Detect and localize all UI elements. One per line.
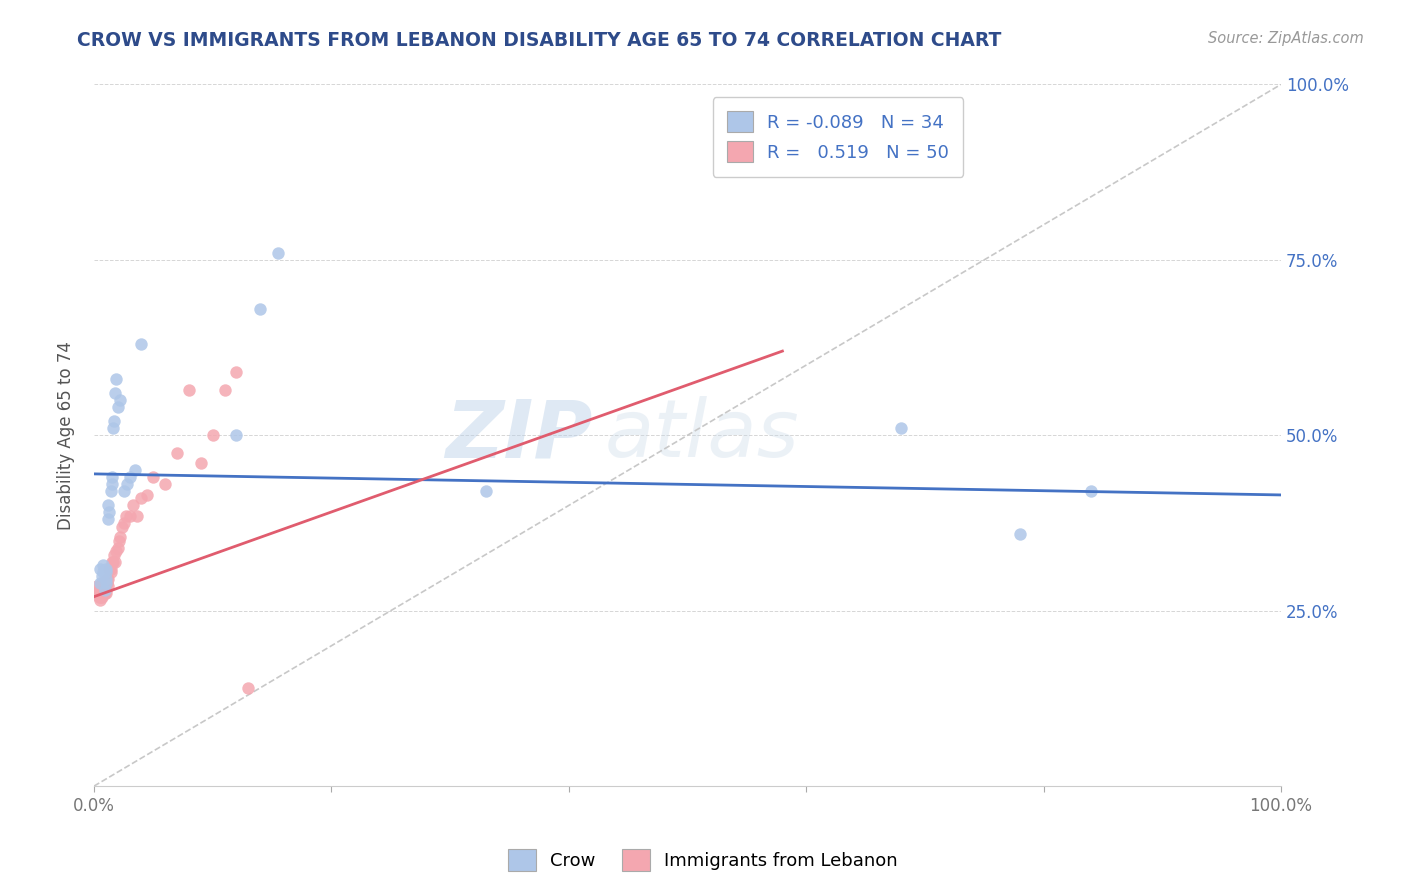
Point [249, 301, 271, 316]
Point [97, 579, 120, 593]
Point [89, 586, 111, 600]
Point [112, 516, 135, 530]
Point [94, 565, 117, 579]
Point [100, 484, 122, 499]
Point [108, 533, 131, 548]
Point [93, 575, 115, 590]
Point [97, 572, 120, 586]
Point [115, 477, 138, 491]
Point [108, 393, 131, 408]
Point [94, 572, 117, 586]
Point [100, 561, 122, 575]
Point [105, 544, 128, 558]
Point [238, 681, 260, 695]
Point [118, 470, 141, 484]
Point [118, 508, 141, 523]
Point [107, 401, 129, 415]
Point [93, 582, 115, 597]
Point [131, 337, 153, 351]
Point [93, 586, 115, 600]
Point [86, 586, 108, 600]
Point [267, 245, 290, 260]
Point [131, 491, 153, 506]
Point [94, 575, 117, 590]
Point [136, 488, 159, 502]
Point [90, 582, 112, 597]
Point [104, 386, 127, 401]
Text: CROW VS IMMIGRANTS FROM LEBANON DISABILITY AGE 65 TO 74 CORRELATION CHART: CROW VS IMMIGRANTS FROM LEBANON DISABILI… [77, 31, 1001, 50]
Point [104, 555, 127, 569]
Legend: Crow, Immigrants from Lebanon: Crow, Immigrants from Lebanon [501, 842, 905, 879]
Point [98, 506, 121, 520]
Point [105, 372, 128, 386]
Text: atlas: atlas [605, 396, 799, 475]
Point [93, 565, 115, 579]
Point [122, 499, 145, 513]
Point [89, 575, 111, 590]
Point [96, 572, 118, 586]
Point [108, 530, 131, 544]
Point [112, 484, 135, 499]
Point [100, 565, 122, 579]
Point [103, 548, 125, 562]
Point [93, 582, 115, 597]
Point [94, 586, 117, 600]
Point [93, 579, 115, 593]
Point [100, 555, 122, 569]
Text: Source: ZipAtlas.com: Source: ZipAtlas.com [1208, 31, 1364, 46]
Legend: R = -0.089   N = 34, R =   0.519   N = 50: R = -0.089 N = 34, R = 0.519 N = 50 [713, 97, 963, 177]
Point [101, 421, 124, 435]
Point [115, 508, 138, 523]
Point [225, 365, 247, 379]
Point [90, 590, 112, 604]
Point [111, 519, 134, 533]
Point [94, 561, 117, 575]
Point [190, 456, 212, 470]
Point [107, 541, 129, 555]
Point [97, 499, 120, 513]
Point [125, 508, 148, 523]
Point [101, 555, 124, 569]
Point [1008, 526, 1031, 541]
Point [96, 575, 118, 590]
Point [91, 575, 114, 590]
Point [142, 470, 165, 484]
Point [87, 582, 110, 597]
Point [86, 579, 108, 593]
Point [97, 512, 120, 526]
Point [890, 421, 912, 435]
Point [89, 561, 111, 575]
Point [100, 470, 122, 484]
Point [166, 446, 188, 460]
Point [124, 463, 146, 477]
Y-axis label: Disability Age 65 to 74: Disability Age 65 to 74 [58, 341, 75, 530]
Point [201, 428, 224, 442]
Point [98, 561, 121, 575]
Point [91, 568, 114, 582]
Point [89, 579, 111, 593]
Point [93, 558, 115, 573]
Point [94, 582, 117, 597]
Point [1080, 484, 1102, 499]
Point [177, 383, 200, 397]
Point [91, 590, 114, 604]
Point [87, 590, 110, 604]
Point [100, 477, 122, 491]
Point [153, 477, 176, 491]
Point [225, 428, 247, 442]
Point [91, 582, 114, 597]
Point [474, 484, 496, 499]
Text: ZIP: ZIP [446, 396, 592, 475]
Point [214, 383, 236, 397]
Point [89, 593, 111, 607]
Point [103, 414, 125, 428]
